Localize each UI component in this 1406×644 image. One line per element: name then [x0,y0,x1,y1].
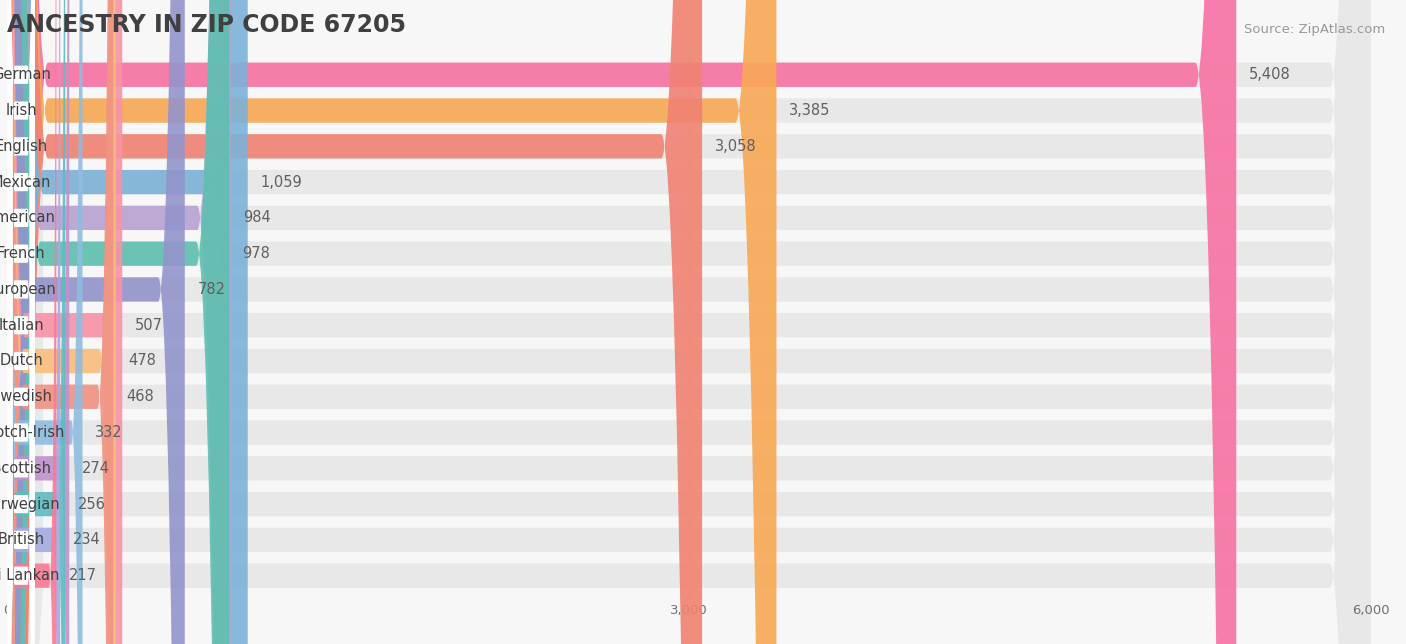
FancyBboxPatch shape [7,0,1236,644]
FancyBboxPatch shape [7,0,35,644]
Text: 274: 274 [82,461,110,476]
Text: Scottish: Scottish [0,461,51,476]
Text: Source: ZipAtlas.com: Source: ZipAtlas.com [1244,23,1385,35]
Text: German: German [0,67,51,82]
FancyBboxPatch shape [7,0,35,644]
FancyBboxPatch shape [7,0,122,644]
FancyBboxPatch shape [7,0,247,644]
FancyBboxPatch shape [7,0,60,644]
Text: 234: 234 [73,533,100,547]
Text: Norwegian: Norwegian [0,497,60,511]
FancyBboxPatch shape [7,0,35,644]
FancyBboxPatch shape [7,0,56,644]
FancyBboxPatch shape [7,0,35,644]
FancyBboxPatch shape [7,0,35,644]
Text: European: European [0,282,56,297]
FancyBboxPatch shape [7,0,776,644]
Text: Sri Lankan: Sri Lankan [0,568,60,583]
Text: 782: 782 [197,282,225,297]
FancyBboxPatch shape [7,0,1371,644]
FancyBboxPatch shape [7,0,229,644]
FancyBboxPatch shape [7,0,1371,644]
Text: 468: 468 [127,389,153,404]
Text: 256: 256 [77,497,105,511]
Text: Dutch: Dutch [0,354,44,368]
Text: Swedish: Swedish [0,389,52,404]
FancyBboxPatch shape [7,0,35,644]
FancyBboxPatch shape [7,0,1371,644]
Text: 1,059: 1,059 [260,175,302,189]
FancyBboxPatch shape [7,0,1371,644]
FancyBboxPatch shape [7,0,35,644]
FancyBboxPatch shape [7,0,35,644]
Text: 507: 507 [135,317,163,333]
Text: 332: 332 [96,425,122,440]
Text: Scotch-Irish: Scotch-Irish [0,425,65,440]
FancyBboxPatch shape [7,0,1371,644]
FancyBboxPatch shape [7,0,1371,644]
FancyBboxPatch shape [7,0,35,644]
Text: Mexican: Mexican [0,175,51,189]
FancyBboxPatch shape [7,0,69,644]
FancyBboxPatch shape [7,0,1371,644]
FancyBboxPatch shape [7,0,1371,644]
FancyBboxPatch shape [7,0,114,644]
Text: English: English [0,139,48,154]
FancyBboxPatch shape [7,0,1371,644]
FancyBboxPatch shape [7,0,184,644]
Text: 5,408: 5,408 [1249,67,1291,82]
FancyBboxPatch shape [7,0,35,644]
Text: 978: 978 [242,246,270,261]
FancyBboxPatch shape [7,0,115,644]
Text: Irish: Irish [6,103,37,118]
Text: 217: 217 [69,568,97,583]
FancyBboxPatch shape [7,0,35,644]
FancyBboxPatch shape [7,0,35,644]
Text: Italian: Italian [0,317,44,333]
Text: British: British [0,533,45,547]
FancyBboxPatch shape [7,0,1371,644]
FancyBboxPatch shape [7,0,35,644]
FancyBboxPatch shape [7,0,1371,644]
Text: 3,385: 3,385 [789,103,831,118]
Text: 3,058: 3,058 [714,139,756,154]
Text: 984: 984 [243,211,271,225]
Text: American: American [0,211,56,225]
Text: ANCESTRY IN ZIP CODE 67205: ANCESTRY IN ZIP CODE 67205 [7,13,406,37]
FancyBboxPatch shape [7,0,1371,644]
FancyBboxPatch shape [7,0,1371,644]
FancyBboxPatch shape [7,0,1371,644]
Text: 478: 478 [128,354,156,368]
Text: French: French [0,246,45,261]
FancyBboxPatch shape [7,0,702,644]
FancyBboxPatch shape [7,0,231,644]
FancyBboxPatch shape [7,0,1371,644]
FancyBboxPatch shape [7,0,35,644]
FancyBboxPatch shape [7,0,35,644]
FancyBboxPatch shape [7,0,65,644]
FancyBboxPatch shape [7,0,83,644]
